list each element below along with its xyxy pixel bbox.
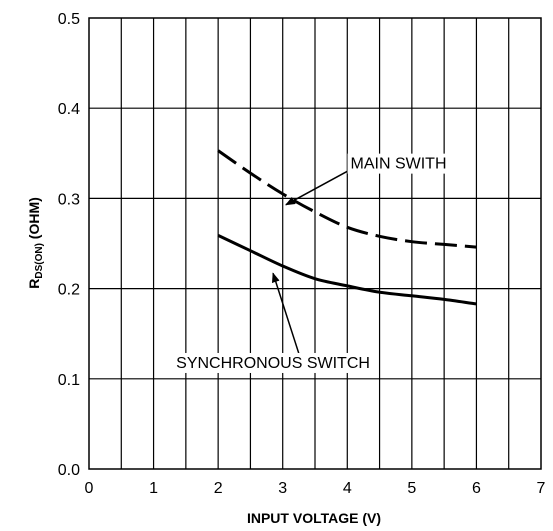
x-axis-title: INPUT VOLTAGE (V) [247,510,381,526]
main-switch-line [217,149,477,249]
x-tick-label: 5 [407,480,416,497]
y-tick-label: 0.2 [58,282,80,299]
x-tick-label: 3 [278,480,287,497]
y-axis-title-subscript: DS(ON) [34,243,45,279]
x-tick-label: 2 [214,480,223,497]
x-tick-label: 0 [85,480,94,497]
annotation-arrow [271,272,300,354]
y-tick-label: 0.4 [58,101,80,118]
x-tick-label: 4 [343,480,352,497]
annotations: MAIN SWITH SYNCHRONOUS SWITCH [173,153,450,373]
plot-frame [88,17,542,470]
synchronous-switch-label: SYNCHRONOUS SWITCH [176,355,370,372]
x-tick-label: 1 [149,480,158,497]
y-axis-title: RDS(ON) (OHM) [26,197,45,289]
series [217,149,477,306]
grid [89,18,541,469]
y-tick-label: 0.0 [58,462,80,479]
x-tick-label: 7 [537,480,546,497]
y-axis-title-main: R [26,279,42,289]
y-tick-label: 0.3 [58,191,80,208]
y-axis-title-rest: (OHM) [26,197,42,243]
synchronous-switch-line [217,234,477,306]
y-tick-label: 0.1 [58,372,80,389]
annotation-label-bg [173,352,352,373]
annotation-label-bg [347,153,450,174]
tick-labels: 0 1 2 3 4 5 6 7 0.0 0.1 0.2 0.3 0.4 0.5 [58,11,546,497]
y-tick-label: 0.5 [58,11,80,28]
main-switch-label: MAIN SWITH [351,156,447,173]
annotation-arrow [285,170,348,206]
x-tick-label: 6 [472,480,481,497]
